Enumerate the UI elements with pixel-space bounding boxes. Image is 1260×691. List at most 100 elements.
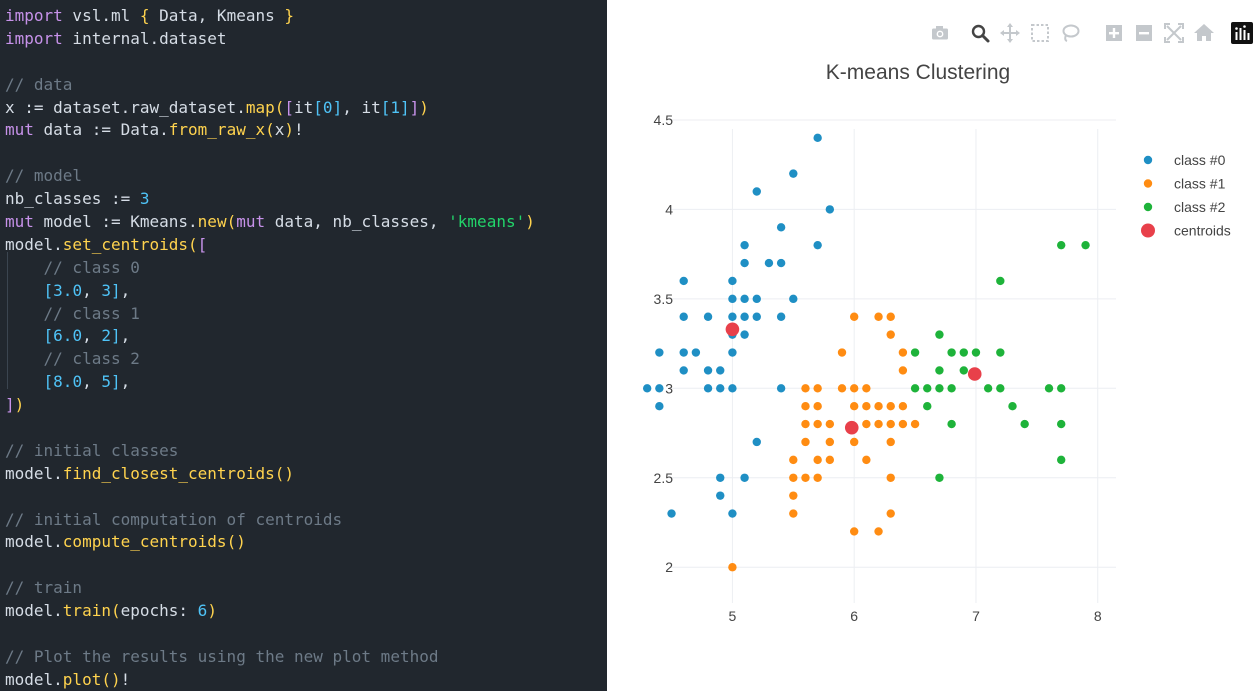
data-point: [813, 133, 822, 143]
code-token: mut: [236, 212, 266, 232]
legend-label: class #0: [1174, 152, 1226, 168]
code-token: epochs:: [120, 601, 198, 621]
data-point: [813, 240, 822, 250]
code-token: (): [101, 669, 121, 689]
reset-axes-icon[interactable]: [1191, 20, 1217, 46]
centroid-point: [967, 367, 982, 381]
y-tick-label: 4: [665, 201, 673, 217]
data-point: [703, 384, 713, 393]
data-point: [910, 384, 920, 393]
code-line: model.set_centroids([: [5, 234, 535, 257]
x-tick-label: 6: [850, 608, 858, 624]
legend[interactable]: class #0 class #1 class #2 centroids: [1141, 152, 1231, 239]
code-line: // class 2: [5, 348, 535, 371]
zoom-out-icon[interactable]: [1131, 20, 1157, 46]
data-point: [752, 187, 761, 196]
code-token: x := dataset.raw_dataset.: [5, 97, 246, 117]
data-point: [655, 348, 664, 357]
lasso-select-icon[interactable]: [1057, 20, 1083, 46]
data-point: [789, 473, 798, 482]
legend-item[interactable]: class #2: [1143, 199, 1226, 215]
data-point: [679, 312, 688, 321]
data-point: [728, 312, 737, 321]
data-point: [703, 366, 713, 375]
data-point: [996, 276, 1005, 286]
code-token: , it: [342, 97, 381, 117]
data-point: [642, 384, 652, 393]
legend-marker: [1143, 179, 1153, 188]
legend-label: centroids: [1174, 223, 1231, 239]
autoscale-icon[interactable]: [1161, 20, 1187, 46]
code-line: [5, 623, 535, 646]
data-point: [703, 312, 713, 321]
code-token: // initial computation of centroids: [5, 509, 343, 529]
data-point: [728, 348, 737, 357]
data-point: [947, 384, 956, 393]
data-point: [862, 384, 871, 393]
data-point: [691, 348, 701, 357]
code-token: // class 0: [5, 257, 140, 277]
code-token: 8.0: [53, 372, 83, 392]
code-token: ,: [120, 326, 131, 346]
code-editor[interactable]: import vsl.ml { Data, Kmeans } import int…: [0, 0, 607, 691]
data-point: [837, 384, 847, 393]
code-token: 6.0: [53, 326, 83, 346]
data-point: [910, 419, 920, 429]
code-content[interactable]: import vsl.ml { Data, Kmeans } import int…: [5, 5, 535, 691]
camera-icon[interactable]: [927, 20, 953, 46]
data-point: [849, 402, 859, 411]
code-line: [5, 142, 535, 165]
data-point: [776, 223, 786, 232]
zoom-icon[interactable]: [967, 20, 993, 46]
code-token: 3: [139, 189, 150, 209]
data-point: [983, 384, 993, 393]
code-token: 0: [322, 97, 333, 117]
centroid-point: [725, 322, 740, 337]
legend-item[interactable]: class #0: [1143, 152, 1226, 168]
pan-icon[interactable]: [997, 20, 1023, 46]
legend-item[interactable]: class #1: [1143, 176, 1226, 192]
legend-item[interactable]: centroids: [1141, 223, 1231, 239]
data-point: [837, 348, 847, 357]
legend-label: class #2: [1174, 199, 1226, 215]
data-point: [910, 348, 920, 357]
data-point: [776, 312, 786, 321]
data-point: [679, 276, 688, 286]
data-point: [813, 384, 822, 393]
scatter-chart: K-means Clustering 5 6 7 8 2 2.5 3 3.5 4 4.5 clas…: [642, 61, 1231, 624]
plotly-logo-icon[interactable]: [1229, 20, 1255, 46]
data-point: [801, 402, 810, 411]
code-token: // model: [5, 166, 83, 186]
data-point: [947, 348, 956, 357]
data-point: [789, 509, 798, 518]
data-point: [728, 294, 737, 304]
x-tick-label: 8: [1094, 608, 1102, 624]
data-point: [655, 402, 664, 411]
zoom-in-icon[interactable]: [1101, 20, 1127, 46]
data-point: [862, 419, 871, 429]
code-token: map: [245, 97, 275, 117]
box-select-icon[interactable]: [1027, 20, 1053, 46]
legend-label: class #1: [1174, 176, 1226, 192]
code-token: [5, 326, 44, 345]
data-point: [886, 437, 895, 447]
code-token: set_centroids: [62, 234, 189, 254]
code-token: mut: [5, 120, 34, 140]
code-line: // class 1: [5, 303, 535, 326]
y-tick-label: 4.5: [654, 112, 674, 128]
data-point: [825, 437, 835, 447]
data-point: [849, 437, 859, 447]
code-token: ]: [409, 97, 420, 117]
code-line: // model: [5, 165, 535, 188]
indent-guide: [7, 252, 8, 389]
code-line: model.find_closest_centroids(): [5, 463, 535, 486]
data-point: [813, 402, 822, 411]
code-token: {: [139, 6, 150, 25]
data-point: [996, 348, 1005, 357]
code-line: mut data := Data.from_raw_x(x)!: [5, 119, 535, 142]
data-point: [740, 312, 749, 321]
data-point: [789, 294, 798, 304]
data-point: [1008, 402, 1017, 411]
code-line: [3.0, 3],: [5, 280, 535, 303]
code-token: data := Data.: [33, 120, 169, 140]
